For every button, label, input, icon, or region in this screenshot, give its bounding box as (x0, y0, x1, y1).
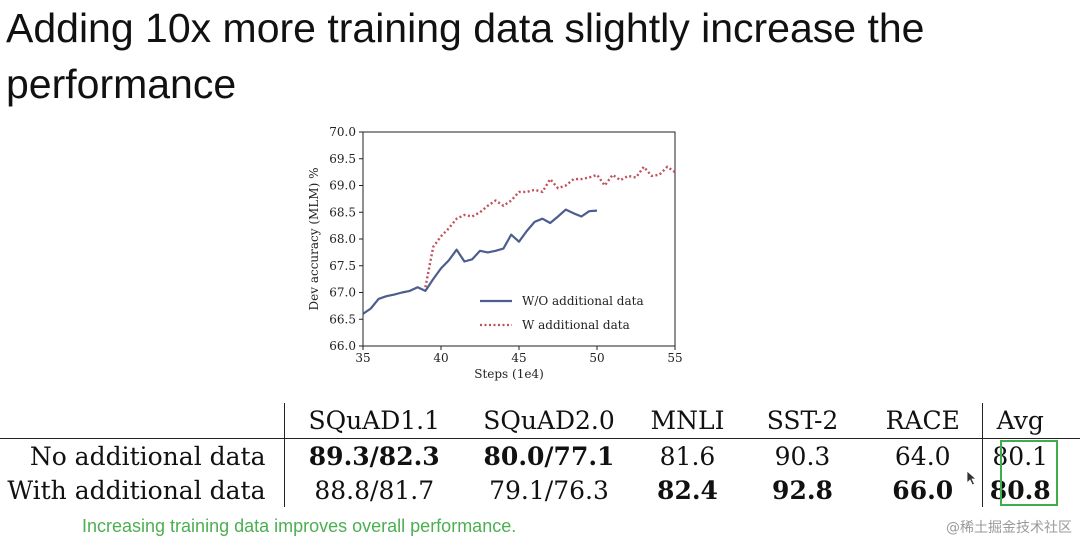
y-tick-label: 70.0 (329, 125, 356, 139)
column-header: RACE (864, 403, 982, 439)
dev-accuracy-chart: 35 40 45 50 55 66.0 66.5 67.0 67.5 68.0 68.5 69.0 69… (307, 125, 683, 381)
spacer-cell (1058, 439, 1080, 474)
legend-label: W/O additional data (522, 294, 644, 308)
table-cell: 89.3/82.3 (283, 438, 464, 473)
y-tick-label: 69.5 (329, 152, 356, 166)
pointer-cursor-icon (966, 470, 978, 486)
series-line-0 (362, 208, 598, 315)
column-header: Avg (981, 403, 1058, 439)
table-cell: 66.0 (892, 475, 954, 505)
column-header: MNLI (634, 403, 741, 439)
row-label: With additional data (7, 475, 266, 505)
column-header: SQuAD1.1 (283, 403, 464, 439)
table-row: With additional data 88.8/81.7 79.1/76.3… (0, 473, 1080, 507)
spacer-cell (1058, 403, 1080, 439)
table-cell: 90.3 (774, 441, 831, 471)
x-axis-label: Steps (1e4) (474, 367, 544, 381)
column-header: SQuAD2.0 (464, 403, 634, 439)
y-tick-label: 68.5 (329, 205, 356, 219)
y-tick-label: 66.0 (329, 339, 356, 353)
corner-cell (0, 403, 284, 439)
y-tick-label: 67.0 (329, 286, 356, 300)
results-table: SQuAD1.1 SQuAD2.0 MNLI SST-2 RACE Avg No… (0, 403, 1080, 507)
table-cell: 81.6 (659, 441, 716, 471)
y-tick-label: 67.5 (329, 259, 356, 273)
table-cell: 64.0 (894, 441, 951, 471)
chart-axes: 35 40 45 50 55 66.0 66.5 67.0 67.5 68.0 68.5 69.0 69… (307, 125, 683, 381)
slide-caption: Increasing training data improves overal… (82, 516, 517, 536)
table-row: No additional data 89.3/82.3 80.0/77.1 8… (0, 438, 1080, 474)
y-tick-label: 66.5 (329, 312, 356, 326)
column-header: SST-2 (741, 403, 864, 439)
plot-frame (362, 131, 676, 347)
avg-highlight-box (1000, 440, 1058, 506)
x-tick-label: 40 (433, 351, 448, 365)
x-tick-label: 55 (667, 351, 682, 365)
y-axis-label: Dev accuracy (MLM) % (307, 168, 321, 311)
chart-series (362, 165, 676, 315)
slide-title: Adding 10x more training data slightly i… (6, 5, 925, 107)
row-label: No additional data (29, 441, 266, 471)
x-tick-label: 35 (355, 351, 370, 365)
table-cell: 80.8 (981, 473, 1058, 507)
chart-legend: W/O additional data W additional data (480, 294, 644, 332)
table-cell: 92.8 (772, 475, 833, 505)
table-cell: 79.1/76.3 (489, 475, 609, 505)
spacer-cell (1058, 473, 1080, 507)
table-cell: 80.0/77.1 (483, 441, 615, 471)
table-cell: 88.8/81.7 (283, 473, 464, 507)
watermark: @稀土掘金技术社区 (946, 520, 1072, 536)
table-header-row: SQuAD1.1 SQuAD2.0 MNLI SST-2 RACE Avg (0, 403, 1080, 439)
y-tick-label: 69.0 (329, 179, 356, 193)
legend-label: W additional data (522, 318, 630, 332)
series-line-1 (424, 165, 676, 288)
x-tick-label: 50 (589, 351, 604, 365)
x-tick-label: 45 (511, 351, 526, 365)
table-cell: 82.4 (657, 475, 718, 505)
y-tick-label: 68.0 (329, 232, 356, 246)
